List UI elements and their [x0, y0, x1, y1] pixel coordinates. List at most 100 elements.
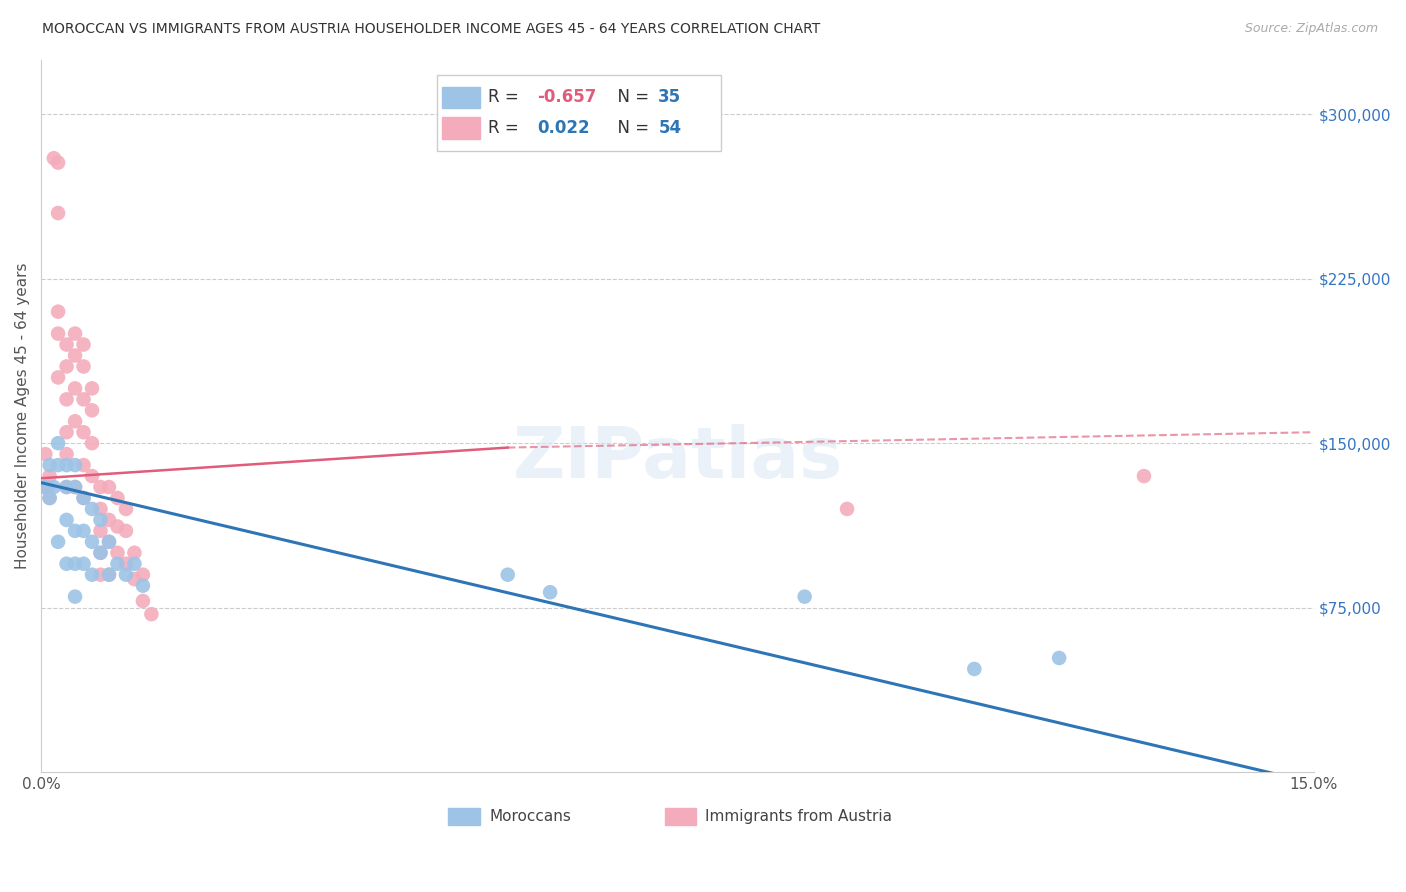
Bar	[441, 87, 479, 108]
Text: N =: N =	[607, 88, 655, 106]
Point	[107, 491, 129, 505]
Text: N =: N =	[607, 119, 655, 137]
Point	[98, 567, 121, 582]
Point	[72, 425, 94, 440]
Point	[55, 447, 77, 461]
Point	[72, 337, 94, 351]
Point	[72, 359, 94, 374]
Point	[55, 458, 77, 472]
Point	[124, 546, 146, 560]
Text: R =: R =	[488, 88, 524, 106]
Point	[55, 480, 77, 494]
Point	[38, 469, 60, 483]
Point	[42, 480, 65, 494]
Point	[98, 480, 121, 494]
Bar	[665, 807, 696, 825]
Point	[98, 567, 121, 582]
Point	[107, 557, 129, 571]
Point	[46, 436, 69, 450]
Point	[496, 567, 519, 582]
Point	[80, 534, 103, 549]
Text: -0.657: -0.657	[537, 88, 596, 106]
Text: R =: R =	[488, 119, 529, 137]
Point	[115, 502, 138, 516]
Point	[80, 502, 103, 516]
Point	[132, 579, 155, 593]
Point	[124, 572, 146, 586]
Point	[46, 370, 69, 384]
Point	[80, 403, 103, 417]
Point	[89, 480, 111, 494]
Point	[72, 524, 94, 538]
Point	[63, 557, 86, 571]
Text: 0.022: 0.022	[537, 119, 591, 137]
Point	[98, 513, 121, 527]
Bar	[449, 807, 479, 825]
Point	[538, 585, 561, 599]
Point	[63, 414, 86, 428]
Point	[55, 425, 77, 440]
Point	[793, 590, 815, 604]
Point	[115, 524, 138, 538]
Point	[80, 567, 103, 582]
Point	[63, 524, 86, 538]
Point	[63, 480, 86, 494]
Text: ZIPatlas: ZIPatlas	[512, 424, 842, 493]
Text: Moroccans: Moroccans	[489, 809, 571, 823]
Point	[132, 594, 155, 608]
Y-axis label: Householder Income Ages 45 - 64 years: Householder Income Ages 45 - 64 years	[15, 262, 30, 569]
FancyBboxPatch shape	[437, 75, 721, 152]
Point	[55, 480, 77, 494]
Point	[963, 662, 986, 676]
Point	[32, 480, 55, 494]
Point	[46, 206, 69, 220]
Point	[115, 567, 138, 582]
Text: MOROCCAN VS IMMIGRANTS FROM AUSTRIA HOUSEHOLDER INCOME AGES 45 - 64 YEARS CORREL: MOROCCAN VS IMMIGRANTS FROM AUSTRIA HOUS…	[42, 22, 821, 37]
Point	[115, 557, 138, 571]
Point	[80, 436, 103, 450]
Point	[46, 155, 69, 169]
Point	[107, 519, 129, 533]
Point	[72, 557, 94, 571]
Point	[124, 557, 146, 571]
Point	[89, 567, 111, 582]
Point	[107, 546, 129, 560]
Point	[63, 381, 86, 395]
Point	[89, 502, 111, 516]
Text: Immigrants from Austria: Immigrants from Austria	[706, 809, 893, 823]
Point	[63, 349, 86, 363]
Point	[89, 546, 111, 560]
Bar	[441, 118, 479, 138]
Text: 54: 54	[658, 119, 682, 137]
Point	[46, 326, 69, 341]
Point	[72, 491, 94, 505]
Point	[1047, 651, 1070, 665]
Point	[55, 392, 77, 407]
Point	[34, 480, 56, 494]
Point	[46, 458, 69, 472]
Point	[37, 480, 59, 494]
Point	[72, 458, 94, 472]
Text: 35: 35	[658, 88, 682, 106]
Point	[38, 491, 60, 505]
Point	[63, 458, 86, 472]
Point	[72, 392, 94, 407]
Point	[132, 567, 155, 582]
Point	[55, 513, 77, 527]
Point	[55, 557, 77, 571]
Text: Source: ZipAtlas.com: Source: ZipAtlas.com	[1244, 22, 1378, 36]
Point	[72, 491, 94, 505]
Point	[55, 359, 77, 374]
Point	[98, 534, 121, 549]
Point	[46, 534, 69, 549]
Point	[80, 381, 103, 395]
Point	[98, 534, 121, 549]
Point	[38, 458, 60, 472]
Point	[141, 607, 163, 622]
Point	[55, 337, 77, 351]
Point	[63, 480, 86, 494]
Point	[42, 151, 65, 165]
Point	[89, 524, 111, 538]
Point	[38, 491, 60, 505]
Point	[89, 513, 111, 527]
